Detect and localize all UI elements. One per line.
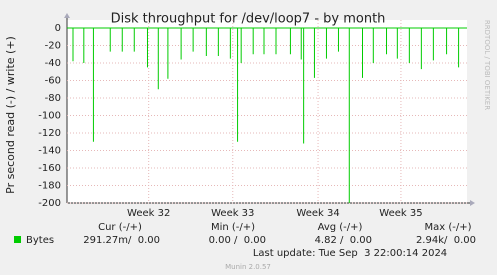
summary-header: Min (-/+) [211,222,255,233]
y-arrow [64,13,70,18]
y-tick-label: -200 [38,198,61,209]
last-update: Last update: Tue Sep 3 22:00:14 2024 [253,248,447,259]
summary-header: Cur (-/+) [98,222,142,233]
y-tick-label: -60 [45,76,61,87]
chart-title: Disk throughput for /dev/loop7 - by mont… [111,12,386,27]
x-tick-label: Week 32 [127,208,170,219]
legend-swatch [14,236,21,243]
summary-value: 0.00 / 0.00 [209,235,266,246]
x-tick-label: Week 33 [211,208,254,219]
legend-label: Bytes [26,235,54,246]
y-tick-label: -40 [45,58,61,69]
x-arrow [470,200,475,206]
summary-header: Max (-/+) [424,222,471,233]
y-tick-label: -180 [38,181,61,192]
summary-header: Avg (-/+) [318,222,363,233]
footer: Munin 2.0.57 [225,263,271,271]
y-tick-label: -100 [38,111,61,122]
summary-value: 2.94k/ 0.00 [416,235,476,246]
y-tick-label: -160 [38,163,61,174]
y-tick-label: 0 [55,23,61,34]
summary-value: 4.82 / 0.00 [315,235,372,246]
x-tick-label: Week 34 [296,208,339,219]
y-tick-label: -140 [38,146,61,157]
y-tick-label: -80 [45,93,61,104]
summary-value: 291.27m/ 0.00 [83,235,160,246]
x-tick-label: Week 35 [379,208,422,219]
y-tick-label: -20 [45,41,61,52]
plot-area [67,20,467,203]
y-tick-label: -120 [38,128,61,139]
watermark: RRDTOOL / TOBI OETIKER [483,20,491,110]
y-axis-label: Pr second read (-) / write (+) [4,36,17,194]
